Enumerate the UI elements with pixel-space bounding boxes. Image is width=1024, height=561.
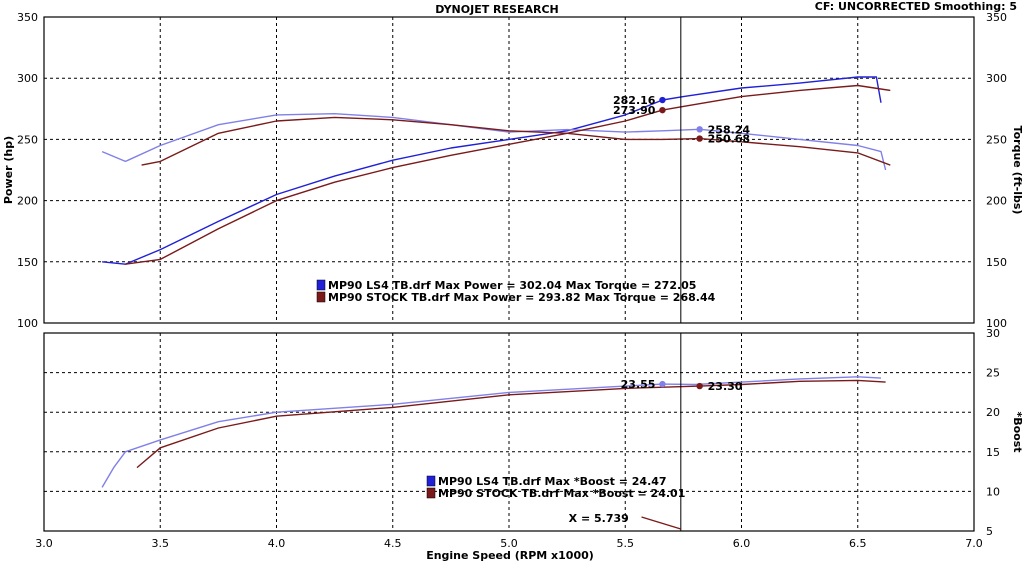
data-marker-label: 250.68 xyxy=(708,133,750,146)
x-tick-label: 7.0 xyxy=(965,537,983,550)
data-marker-label: 282.16 xyxy=(613,94,656,107)
x-tick-label: 3.5 xyxy=(152,537,170,550)
legend-swatch xyxy=(426,475,436,487)
top-series-power-line xyxy=(125,84,891,265)
legend-entry: MP90 LS4 TB.drf Max *Boost = 24.47 xyxy=(438,475,667,488)
data-marker xyxy=(696,135,703,142)
x-tick-label: 4.0 xyxy=(268,537,286,550)
y-tick-label: 100 xyxy=(17,317,38,330)
chart-settings: CF: UNCORRECTED Smoothing: 5 xyxy=(815,0,1017,13)
y-axis-label-power: Power (hp) xyxy=(2,136,15,204)
y2-tick-label: 300 xyxy=(986,72,1007,85)
legends: MP90 LS4 TB.drf Max Power = 302.04 Max T… xyxy=(316,279,716,500)
tick-labels: 100 150 200 250 300 350 100 150 200 250 300 350 5 10 1… xyxy=(17,11,1007,550)
top-series-torque-line xyxy=(101,112,887,171)
x-tick-label: 4.5 xyxy=(384,537,402,550)
top-series-power-line xyxy=(102,76,882,265)
series-lines xyxy=(101,76,891,488)
bottom-series-boost-line xyxy=(136,379,886,469)
y-tick-label: 150 xyxy=(17,256,38,269)
legend-swatch xyxy=(316,279,326,291)
x-tick-label: 6.0 xyxy=(733,537,751,550)
y2-axis-label-torque: Torque (ft-lbs) xyxy=(1011,126,1024,215)
boost-tick-label: 15 xyxy=(986,446,1000,459)
data-marker xyxy=(659,106,666,114)
y2-tick-label: 100 xyxy=(986,317,1007,330)
legend-entry: MP90 STOCK TB.drf Max *Boost = 24.01 xyxy=(438,487,685,500)
cursor-label: X = 5.739 xyxy=(569,512,629,525)
x-tick-label: 6.5 xyxy=(849,537,867,550)
data-marker xyxy=(659,96,666,104)
y-tick-label: 250 xyxy=(17,133,38,146)
data-marker xyxy=(659,380,666,388)
boost-tick-label: 10 xyxy=(986,485,1000,498)
y2-tick-label: 250 xyxy=(986,133,1007,146)
cursor-trace xyxy=(641,516,682,530)
y2-tick-label: 150 xyxy=(986,256,1007,269)
x-tick-label: 5.0 xyxy=(500,537,518,550)
legend-swatch xyxy=(426,487,436,499)
data-marker xyxy=(696,382,703,390)
top-series-torque-line xyxy=(141,116,891,166)
boost-tick-label: 5 xyxy=(986,525,993,538)
cursor: X = 5.739 xyxy=(569,17,682,531)
x-tick-label: 5.5 xyxy=(617,537,635,550)
y-tick-label: 200 xyxy=(17,195,38,208)
x-axis-label: Engine Speed (RPM x1000) xyxy=(426,549,594,561)
data-marker-label: 23.55 xyxy=(621,378,656,391)
y2-tick-label: 350 xyxy=(986,11,1007,24)
boost-tick-label: 20 xyxy=(986,406,1000,419)
y-tick-label: 300 xyxy=(17,72,38,85)
legend-entry: MP90 LS4 TB.drf Max Power = 302.04 Max T… xyxy=(328,279,696,292)
boost-tick-label: 30 xyxy=(986,327,1000,340)
data-marker xyxy=(696,126,703,133)
bottom-series-boost-line xyxy=(101,376,882,488)
chart-title: DYNOJET RESEARCH xyxy=(435,3,558,16)
legend-entry: MP90 STOCK TB.drf Max Power = 293.82 Max… xyxy=(328,291,716,304)
legend-swatch xyxy=(316,291,326,303)
data-marker-label: 258.24 xyxy=(708,123,751,136)
boost-tick-label: 25 xyxy=(986,367,1000,380)
grid-lines xyxy=(44,17,974,531)
x-tick-label: 3.0 xyxy=(35,537,53,550)
y2-axis-label-boost: *Boost xyxy=(1011,411,1024,452)
y-tick-label: 350 xyxy=(17,11,38,24)
y2-tick-label: 200 xyxy=(986,195,1007,208)
data-marker-label: 23.30 xyxy=(708,380,743,393)
data-marker-label: 273.90 xyxy=(613,104,656,117)
